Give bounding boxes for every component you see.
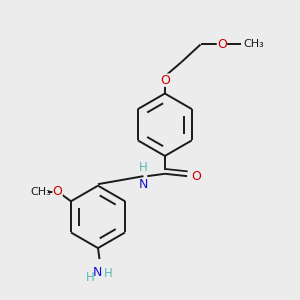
Text: N: N <box>139 178 148 191</box>
Text: CH₃: CH₃ <box>31 187 52 197</box>
Text: CH₃: CH₃ <box>244 40 264 50</box>
Text: N: N <box>92 266 102 279</box>
Text: H: H <box>139 161 148 174</box>
Text: O: O <box>217 38 227 51</box>
Text: H: H <box>86 271 95 284</box>
Text: O: O <box>52 185 62 198</box>
Text: H: H <box>103 267 112 280</box>
Text: O: O <box>160 74 170 87</box>
Text: O: O <box>192 170 202 183</box>
